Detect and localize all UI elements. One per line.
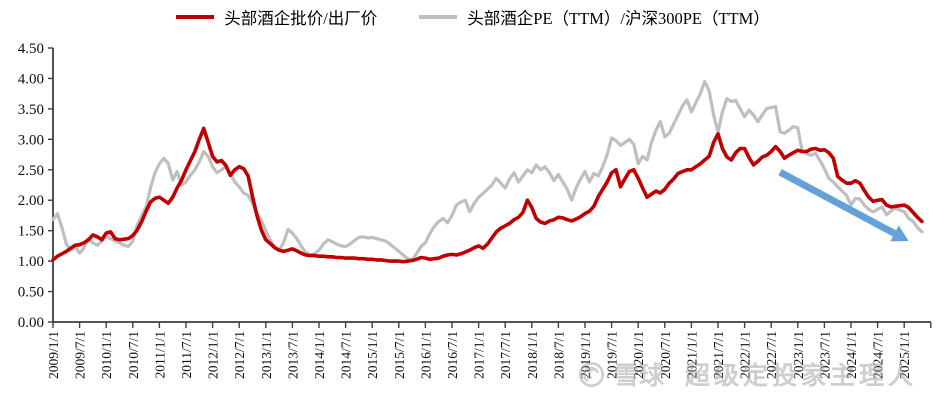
- x-tick-label: 2015/1/1: [365, 331, 380, 379]
- x-tick-label: 2015/7/1: [392, 331, 407, 379]
- x-tick-label: 2019/7/1: [605, 331, 620, 379]
- downtrend-arrow-head: [890, 225, 909, 242]
- x-tick-label: 2019/1/1: [578, 331, 593, 379]
- x-tick-label: 2009/7/1: [73, 331, 88, 379]
- y-tick-label: 2.00: [18, 193, 44, 209]
- x-tick-label: 2013/7/1: [285, 331, 300, 379]
- x-tick-label: 2009/1/1: [46, 331, 61, 379]
- y-tick-label: 0.50: [18, 285, 44, 301]
- y-tick-label: 4.50: [18, 41, 44, 57]
- x-tick-label: 2022/1/1: [738, 331, 753, 379]
- legend-label-pe-ratio: 头部酒企PE（TTM）/沪深300PE（TTM）: [467, 9, 770, 28]
- x-tick-label: 2018/1/1: [525, 331, 540, 379]
- x-tick-label: 2024/1/1: [844, 331, 859, 379]
- gray-line-swatch: [419, 15, 458, 19]
- x-tick-label: 2014/7/1: [339, 331, 354, 379]
- y-tick-label: 3.00: [18, 132, 44, 148]
- pe-ratio-line: [51, 79, 924, 262]
- y-tick-label: 0.00: [18, 315, 44, 331]
- x-tick-label: 2021/7/1: [711, 331, 726, 379]
- x-tick-label: 2021/1/1: [684, 331, 699, 379]
- x-tick-label: 2025/1/1: [897, 331, 912, 379]
- x-tick-label: 2022/7/1: [764, 331, 779, 379]
- legend-label-batch-price: 头部酒企批价/出厂价: [224, 9, 378, 28]
- x-tick-label: 2014/1/1: [312, 331, 327, 379]
- x-tick-label: 2016/1/1: [418, 331, 433, 379]
- batch-price-line: [51, 126, 924, 264]
- x-tick-label: 2011/1/1: [152, 331, 167, 379]
- y-tick-label: 4.00: [18, 71, 44, 87]
- legend-item-batch-price: 头部酒企批价/出厂价: [176, 5, 377, 29]
- x-tick-label: 2012/7/1: [232, 331, 247, 379]
- x-tick-label: 2023/7/1: [817, 331, 832, 379]
- x-tick-label: 2018/7/1: [551, 331, 566, 379]
- y-tick-label: 2.50: [18, 163, 44, 179]
- chart-legend: 头部酒企批价/出厂价 头部酒企PE（TTM）/沪深300PE（TTM）: [0, 5, 946, 29]
- x-tick-label: 2023/1/1: [791, 331, 806, 379]
- y-tick-label: 1.50: [18, 224, 44, 240]
- x-tick-label: 2013/1/1: [259, 331, 274, 379]
- y-tick-label: 3.50: [18, 102, 44, 118]
- x-tick-label: 2017/1/1: [472, 331, 487, 379]
- x-tick-label: 2010/7/1: [126, 331, 141, 379]
- x-tick-label: 2024/7/1: [871, 331, 886, 379]
- y-tick-label: 1.00: [18, 254, 44, 270]
- red-line-swatch: [176, 15, 215, 19]
- x-tick-label: 2016/7/1: [445, 331, 460, 379]
- legend-item-pe-ratio: 头部酒企PE（TTM）/沪深300PE（TTM）: [419, 5, 770, 29]
- x-tick-label: 2012/1/1: [206, 331, 221, 379]
- downtrend-arrow-shaft: [778, 169, 897, 237]
- x-tick-label: 2020/7/1: [658, 331, 673, 379]
- x-tick-label: 2010/1/1: [99, 331, 114, 379]
- x-tick-label: 2020/1/1: [631, 331, 646, 379]
- x-tick-label: 2017/7/1: [498, 331, 513, 379]
- x-tick-label: 2011/7/1: [179, 331, 194, 379]
